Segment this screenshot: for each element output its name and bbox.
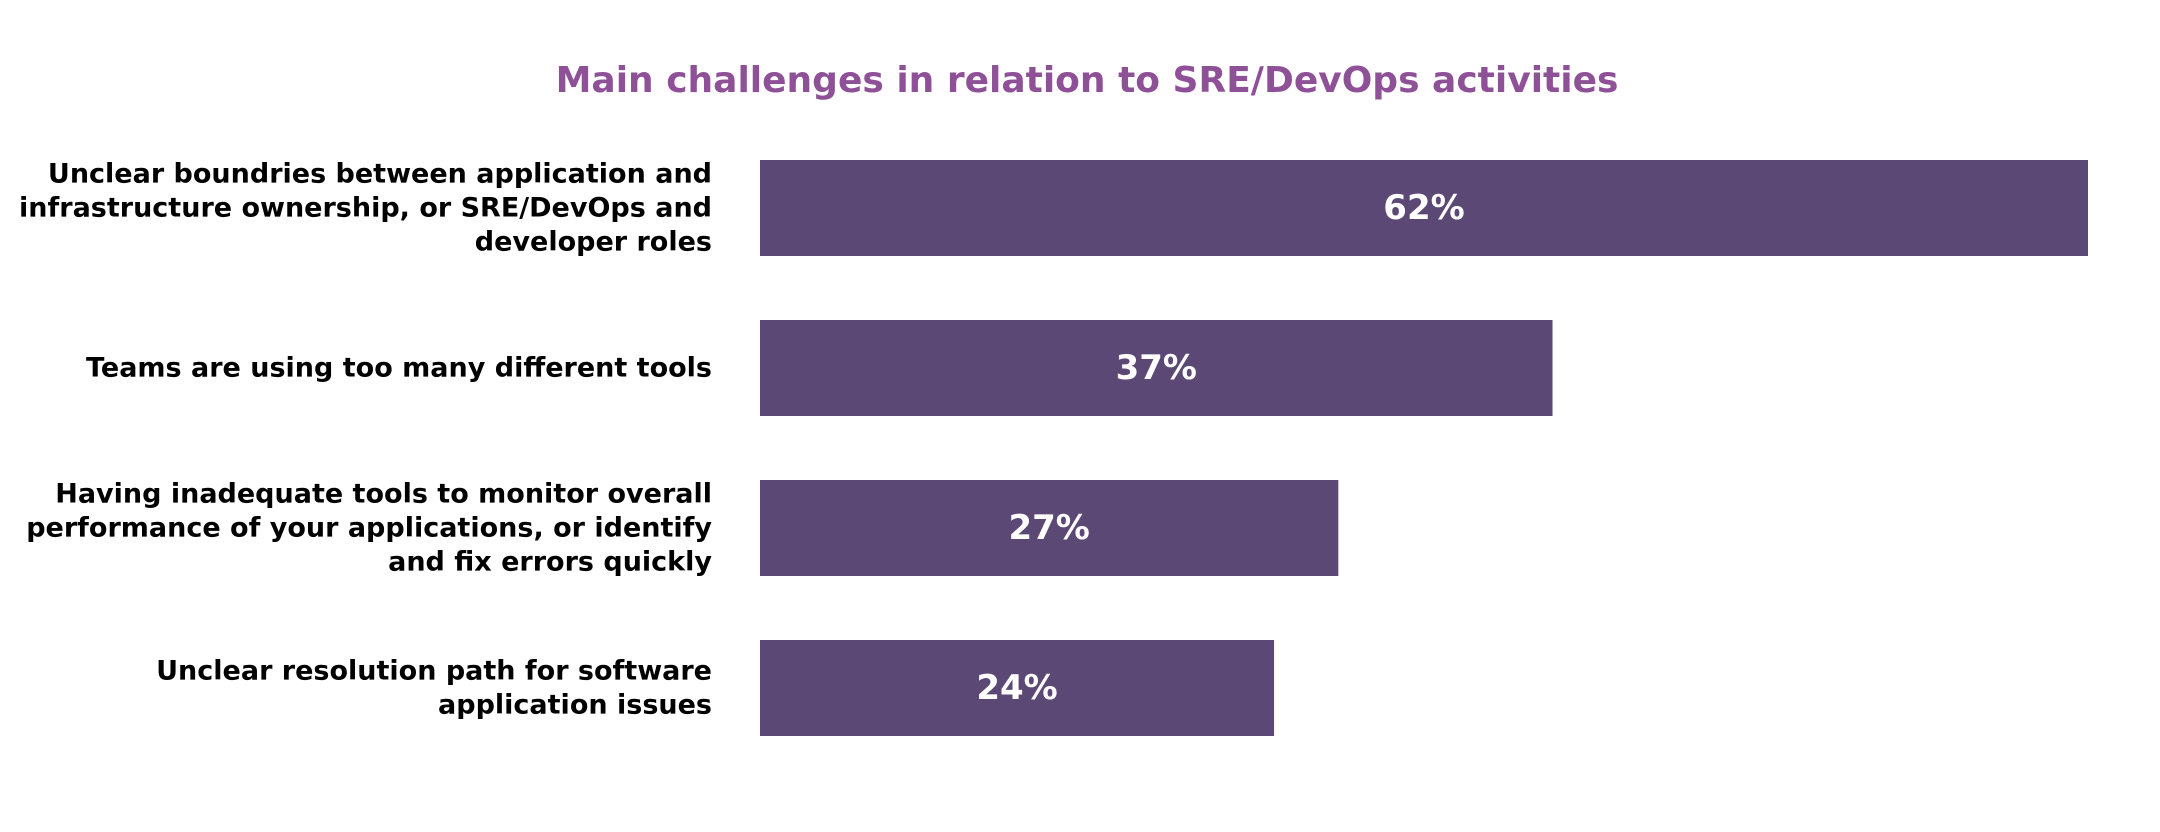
- category-label-line: Having inadequate tools to monitor overa…: [55, 479, 712, 510]
- category-label-line: application issues: [438, 690, 712, 721]
- bar-value-label-3: 27%: [1008, 508, 1089, 548]
- bar-4: [760, 640, 1275, 736]
- category-label-3: Having inadequate tools to monitor overa…: [26, 479, 712, 578]
- bar-value-label-1: 62%: [1383, 188, 1464, 228]
- category-label-2: Teams are using too many different tools: [86, 353, 712, 384]
- category-labels: Unclear boundries between application an…: [19, 159, 712, 721]
- category-label-4: Unclear resolution path for software appl…: [156, 656, 712, 721]
- value-labels: 62% 37% 27% 24%: [976, 188, 1464, 708]
- category-label-line: and fix errors quickly: [388, 547, 712, 578]
- category-label-1: Unclear boundries between application an…: [19, 159, 712, 258]
- bar-3: [760, 480, 1339, 576]
- bar-value-label-4: 24%: [976, 668, 1057, 708]
- category-label-line: infrastructure ownership, or SRE/DevOps …: [19, 193, 712, 224]
- category-label-line: Unclear resolution path for software: [156, 656, 712, 687]
- bar-value-label-2: 37%: [1116, 348, 1197, 388]
- category-label-line: performance of your applications, or ide…: [26, 513, 712, 544]
- bars: [760, 160, 2088, 736]
- chart-title: Main challenges in relation to SRE/DevOp…: [556, 60, 1619, 101]
- category-label-line: Unclear boundries between application an…: [48, 159, 712, 190]
- bar-2: [760, 320, 1553, 416]
- category-label-line: Teams are using too many different tools: [86, 353, 712, 384]
- category-label-line: developer roles: [475, 227, 712, 258]
- bar-1: [760, 160, 2088, 256]
